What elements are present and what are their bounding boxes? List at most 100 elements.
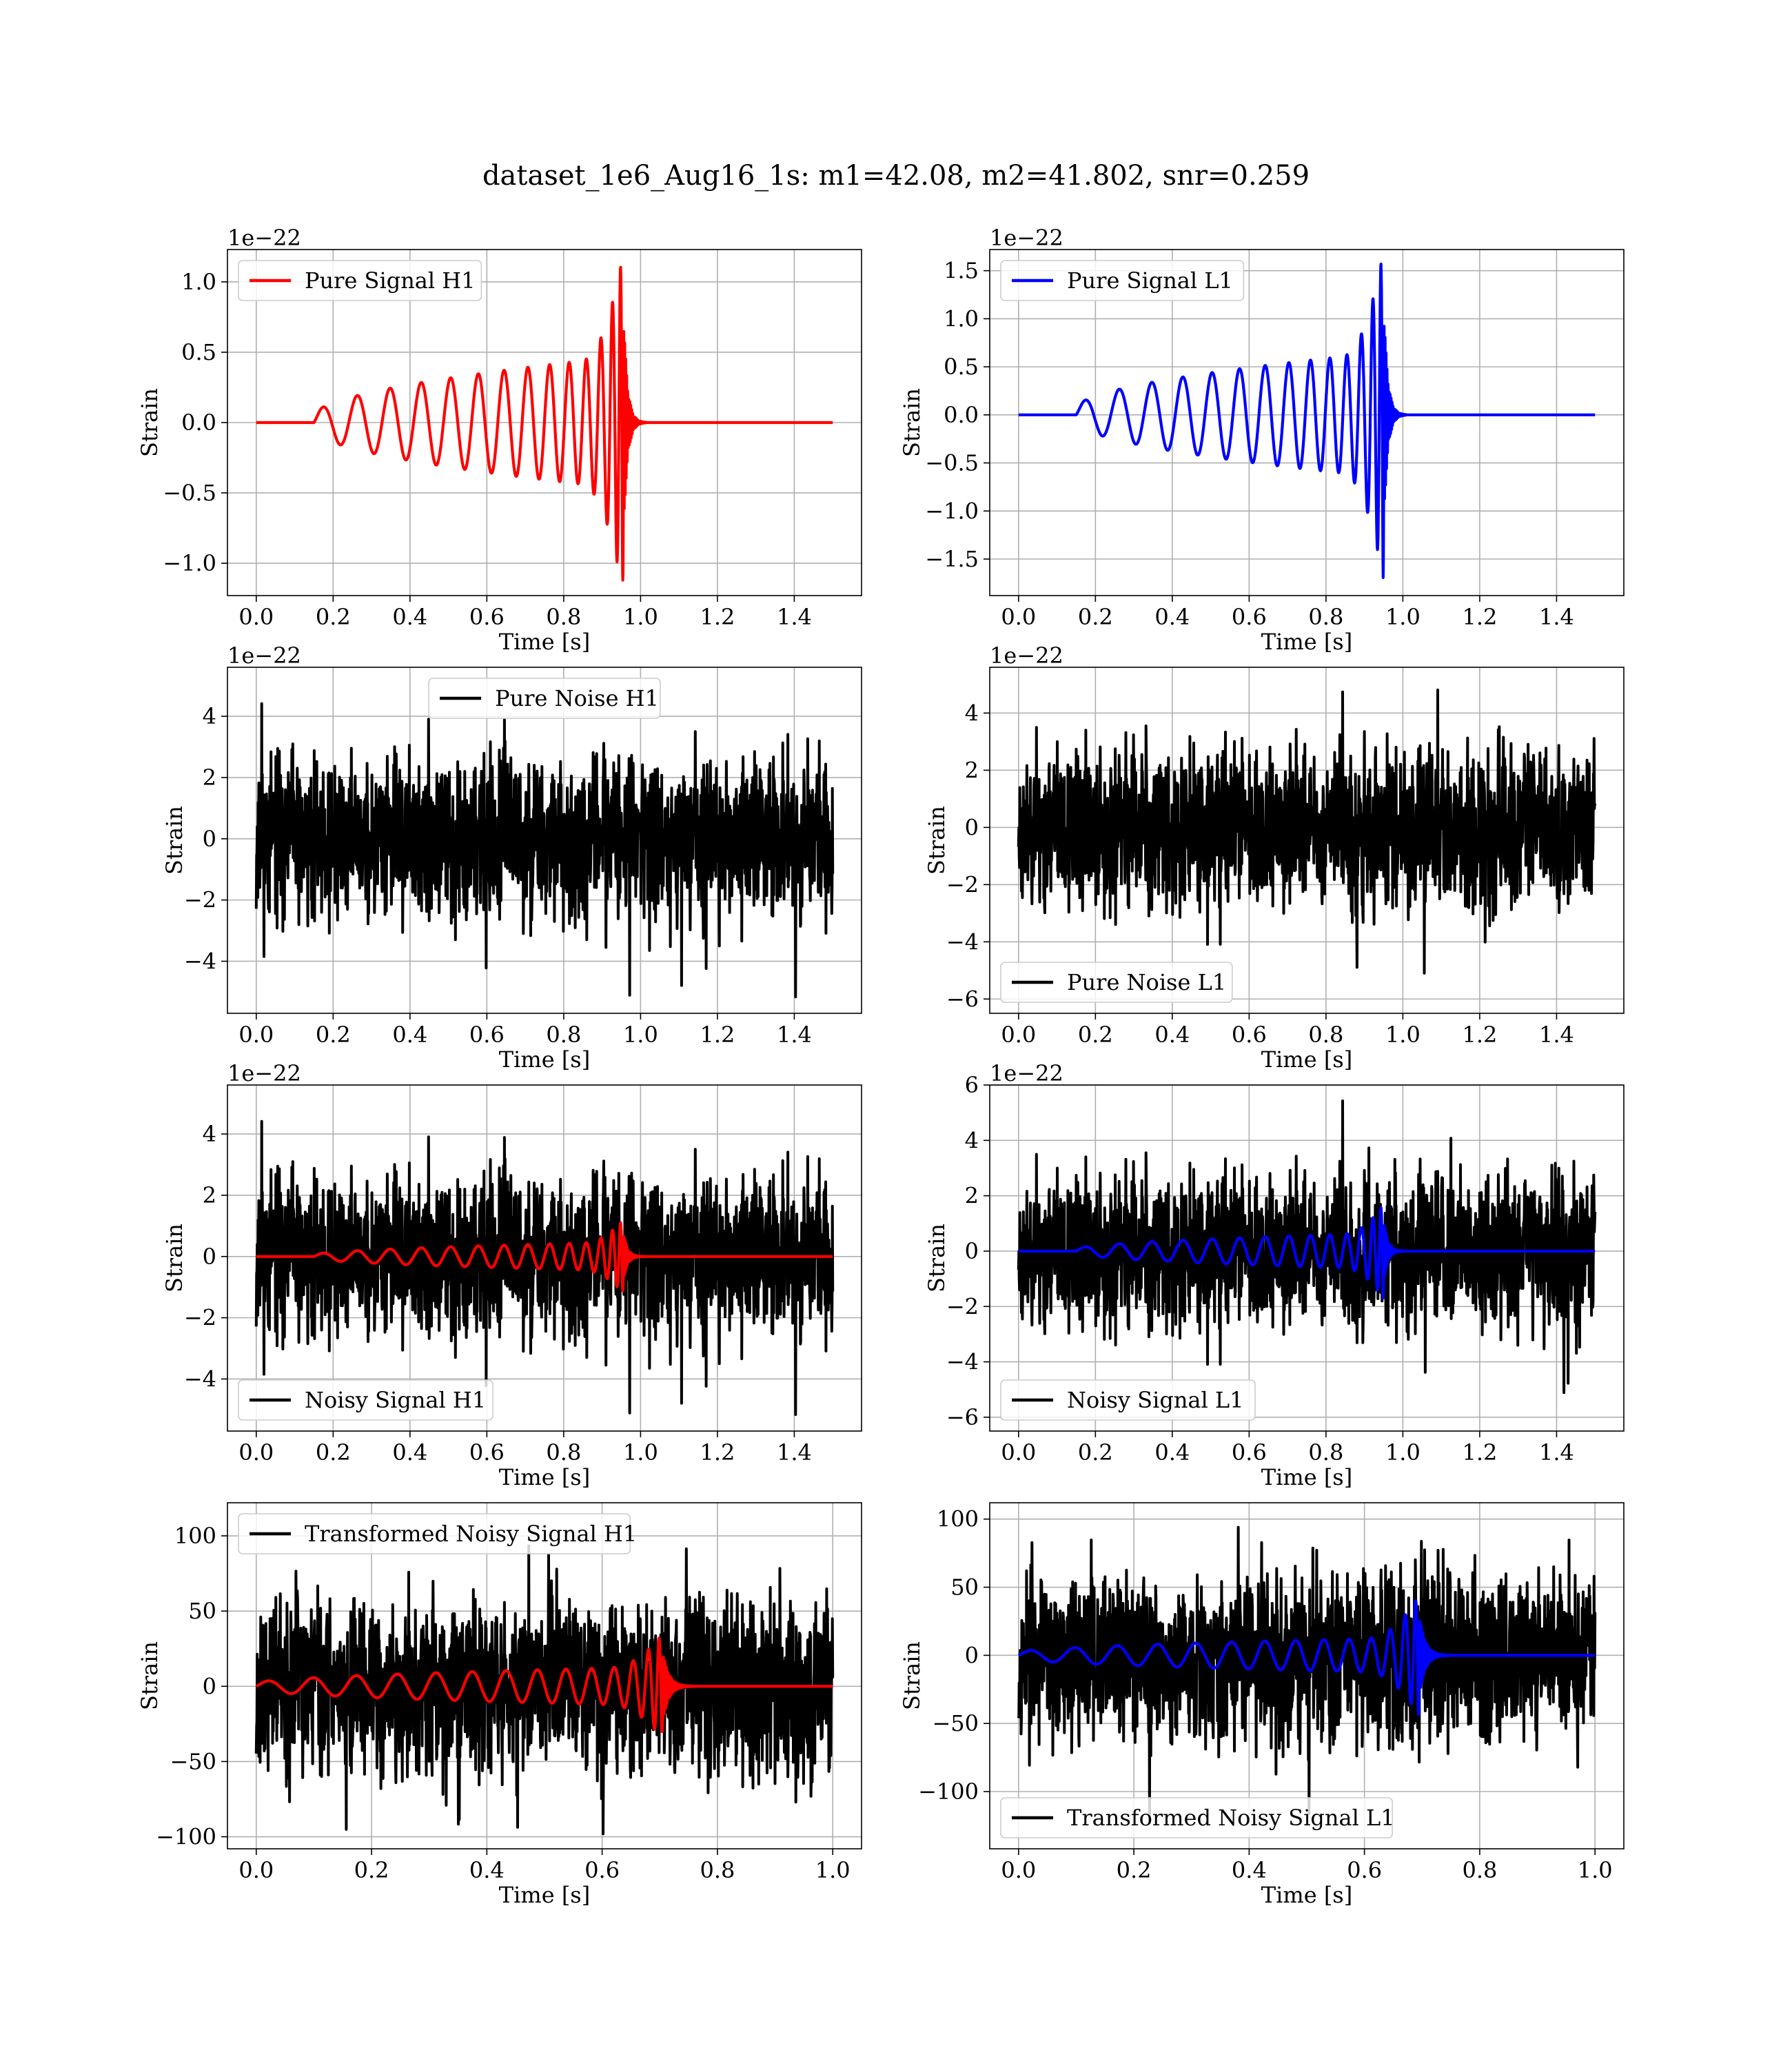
y-tick-label: 0: [965, 1642, 979, 1668]
legend-box: [238, 1513, 631, 1554]
legend-box: [1000, 1379, 1256, 1421]
x-tick-label: 1.4: [1539, 604, 1574, 630]
axis-offset-text: 1e−22: [990, 225, 1063, 251]
x-tick-label: 0.0: [1001, 1857, 1036, 1883]
x-tick-label: 0.4: [1154, 604, 1190, 630]
x-tick-label: 0.8: [546, 604, 581, 630]
x-axis-label: Time [s]: [499, 629, 590, 655]
y-tick-label: 100: [174, 1523, 216, 1549]
chart-panel-transformed-noisy-signal-h1: 0.0 0.2 0.4 0.6 0.8 1.0 −100 −50 0 50 100 Time [s] S…: [136, 1502, 862, 1908]
x-tick-label: 0.8: [1308, 604, 1343, 630]
x-tick-label: 1.2: [700, 604, 735, 630]
y-tick-label: 0.0: [181, 409, 216, 436]
x-tick-label: 0.4: [1154, 1022, 1190, 1048]
x-axis-label: Time [s]: [1261, 1464, 1352, 1490]
x-tick-label: 0.8: [546, 1022, 581, 1048]
y-tick-label: 4: [965, 700, 979, 726]
y-tick-label: −100: [156, 1824, 216, 1850]
series-line-chirp: [255, 265, 834, 582]
legend-label: Noisy Signal H1: [305, 1387, 486, 1413]
x-tick-label: 1.0: [623, 604, 658, 630]
x-axis-label: Time [s]: [1261, 629, 1352, 655]
x-tick-label: 0.2: [1117, 1857, 1152, 1883]
x-tick-label: 1.2: [700, 1022, 735, 1048]
x-tick-label: 1.4: [1539, 1022, 1574, 1048]
x-tick-label: 0.8: [1308, 1022, 1343, 1048]
chart-panel-noisy-signal-l1: 0.0 0.2 0.4 0.6 0.8 1.0 1.2 1.4 −6 −4 −2 0 2 4 6 Time […: [924, 1060, 1625, 1490]
y-tick-label: 4: [965, 1127, 979, 1153]
x-tick-label: 1.0: [1385, 604, 1421, 630]
x-tick-label: 0.0: [238, 1439, 274, 1466]
axes-frame: [989, 667, 1625, 1014]
x-tick-label: 0.0: [1001, 1022, 1036, 1048]
y-tick-label: 1.0: [944, 305, 979, 332]
x-tick-label: 0.0: [238, 1022, 274, 1048]
chart-panel-transformed-noisy-signal-l1: 0.0 0.2 0.4 0.6 0.8 1.0 −100 −50 0 50 100 Time [s] S…: [899, 1502, 1625, 1908]
y-tick-label: −1.0: [925, 498, 979, 524]
y-tick-label: 0: [203, 1244, 216, 1270]
y-tick-label: −4: [946, 1349, 979, 1375]
series-line-chirp: [255, 1636, 834, 1733]
y-tick-label: 2: [203, 764, 216, 791]
y-axis-label: Strain: [924, 806, 950, 875]
legend-label: Pure Noise H1: [495, 685, 659, 711]
legend-label: Noisy Signal L1: [1067, 1387, 1244, 1413]
x-tick-label: 1.0: [1385, 1022, 1421, 1048]
y-tick-label: −2: [946, 1293, 979, 1319]
y-tick-label: −4: [946, 929, 979, 955]
x-axis-label: Time [s]: [1261, 1882, 1352, 1908]
y-tick-label: 1.0: [181, 269, 216, 295]
y-tick-label: 2: [965, 1183, 979, 1209]
x-axis-label: Time [s]: [499, 1046, 590, 1073]
legend-box: [1000, 260, 1245, 301]
x-tick-label: 1.0: [623, 1022, 658, 1048]
axis-offset-text: 1e−22: [990, 642, 1063, 669]
chart-panel-pure-signal-h1: 0.0 0.2 0.4 0.6 0.8 1.0 1.2 1.4 −1.0 −0.5 0.0 0.5 1.…: [136, 225, 862, 655]
chart-panel-pure-signal-l1: 0.0 0.2 0.4 0.6 0.8 1.0 1.2 1.4 −1.5 −1.0 −0.5 0.0 0…: [899, 225, 1625, 655]
legend-label: Transformed Noisy Signal H1: [305, 1521, 637, 1547]
y-axis-label: Strain: [899, 1641, 925, 1710]
y-axis-label: Strain: [924, 1224, 950, 1292]
legend-box: [238, 260, 482, 301]
x-tick-label: 0.8: [1308, 1439, 1343, 1466]
y-tick-label: −2: [946, 871, 979, 898]
legend-box: [1000, 1797, 1394, 1838]
x-tick-label: 0.0: [1001, 604, 1036, 630]
y-tick-label: 100: [937, 1506, 979, 1532]
x-tick-label: 0.6: [1232, 1439, 1267, 1466]
y-tick-label: −6: [946, 1404, 979, 1430]
x-tick-label: 1.2: [1462, 1439, 1497, 1466]
y-axis-label: Strain: [136, 1641, 163, 1710]
series-line-chirp: [1017, 1206, 1596, 1299]
x-tick-label: 0.6: [469, 1439, 505, 1466]
y-tick-label: −100: [918, 1778, 979, 1805]
axis-offset-text: 1e−22: [990, 1060, 1063, 1086]
x-tick-label: 0.2: [354, 1857, 389, 1883]
x-tick-label: 0.2: [1078, 1439, 1113, 1466]
x-tick-label: 0.4: [392, 1439, 427, 1466]
x-tick-label: 1.4: [777, 1022, 812, 1048]
legend-box: [1000, 962, 1233, 1003]
x-tick-label: 0.0: [1001, 1439, 1036, 1466]
y-tick-label: −2: [184, 1305, 216, 1331]
y-tick-label: 0: [965, 814, 979, 840]
y-tick-label: 0: [203, 826, 216, 852]
x-tick-label: 1.4: [1539, 1439, 1574, 1466]
series-line-noise: [1017, 688, 1597, 975]
y-tick-label: −50: [932, 1710, 979, 1736]
x-tick-label: 0.2: [1078, 604, 1113, 630]
x-tick-label: 1.4: [777, 604, 812, 630]
x-tick-label: 0.2: [1078, 1022, 1113, 1048]
legend-label: Transformed Noisy Signal L1: [1067, 1805, 1395, 1831]
x-tick-label: 0.4: [392, 1022, 427, 1048]
axes-frame: [227, 1502, 862, 1849]
x-tick-label: 0.8: [700, 1857, 735, 1883]
x-tick-label: 1.4: [777, 1439, 812, 1466]
x-tick-label: 0.6: [469, 1022, 505, 1048]
x-tick-label: 0.4: [469, 1857, 505, 1883]
series-line-noise: [254, 1544, 835, 1836]
axis-offset-text: 1e−22: [227, 1060, 301, 1086]
series-line-noise: [1017, 1525, 1597, 1825]
series-line-noise: [254, 1119, 835, 1417]
